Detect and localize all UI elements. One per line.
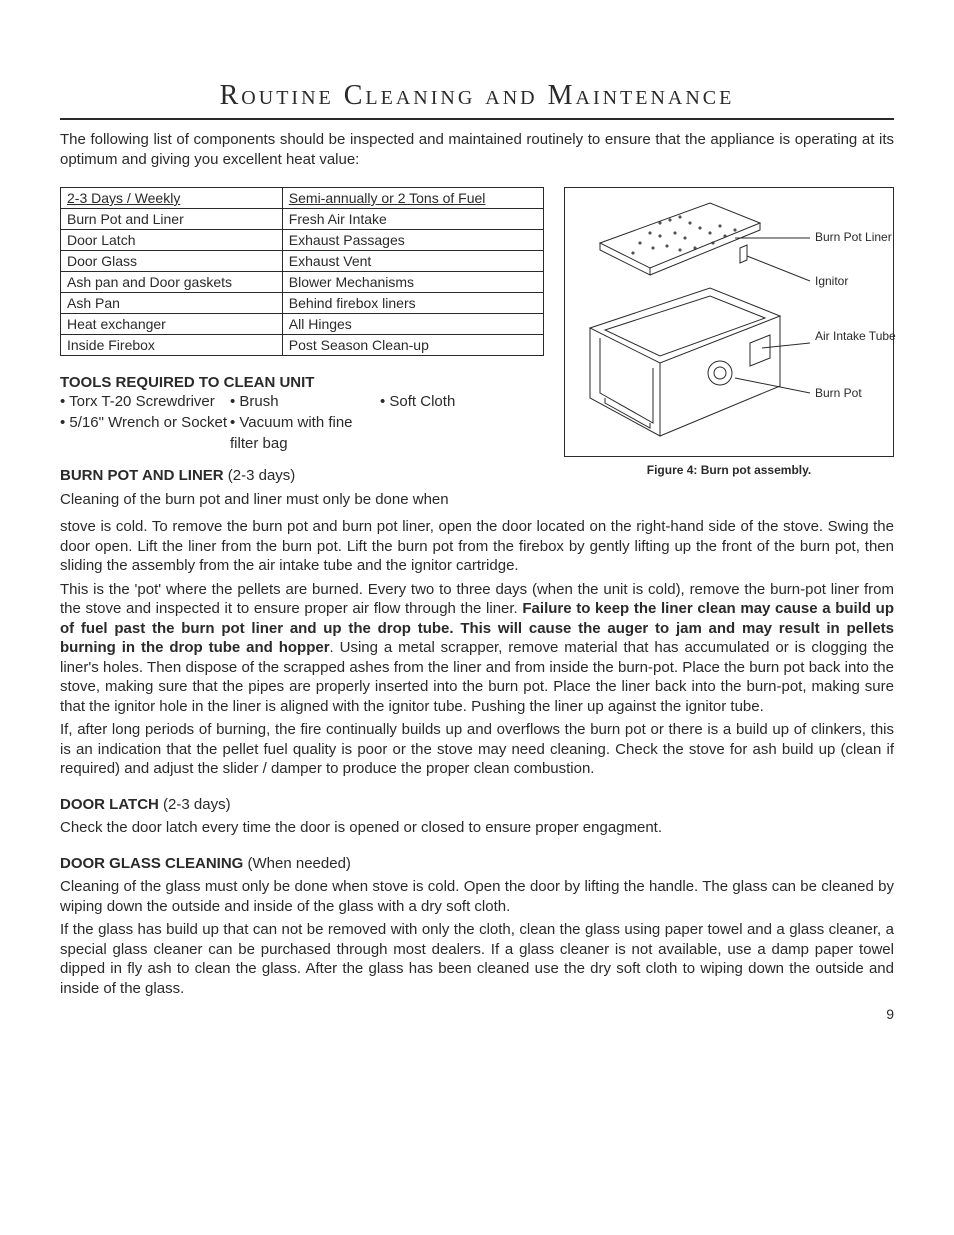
burn-pot-diagram-svg xyxy=(565,188,895,458)
table-row: Heat exchangerAll Hinges xyxy=(61,314,544,335)
left-column: 2-3 Days / Weekly Semi-annually or 2 Ton… xyxy=(60,187,544,513)
frequency-label: (2-3 days) xyxy=(224,467,296,484)
body-paragraph: stove is cold. To remove the burn pot an… xyxy=(60,517,894,576)
burn-pot-figure: Burn Pot Liner Ignitor Air Intake Tube B… xyxy=(564,187,894,457)
table-row: Door GlassExhaust Vent xyxy=(61,251,544,272)
frequency-label: (2-3 days) xyxy=(159,796,231,813)
figure-label-liner: Burn Pot Liner xyxy=(815,230,892,244)
body-continuation: stove is cold. To remove the burn pot an… xyxy=(60,517,894,998)
intro-text: The following list of components should … xyxy=(60,130,894,169)
tools-heading: TOOLS REQUIRED TO CLEAN UNIT xyxy=(60,374,544,391)
figure-column: Burn Pot Liner Ignitor Air Intake Tube B… xyxy=(564,187,894,477)
page-number: 9 xyxy=(886,1006,894,1022)
table-row: Door LatchExhaust Passages xyxy=(61,230,544,251)
figure-label-air-intake: Air Intake Tube xyxy=(815,330,896,343)
frequency-label: (When needed) xyxy=(243,855,351,872)
section-heading: DOOR LATCH xyxy=(60,796,159,813)
body-paragraph: If the glass has build up that can not b… xyxy=(60,920,894,998)
table-row: Inside FireboxPost Season Clean-up xyxy=(61,335,544,356)
figure-label-ignitor: Ignitor xyxy=(815,274,848,288)
page-title: Routine Cleaning and Maintenance xyxy=(60,80,894,120)
body-paragraph: If, after long periods of burning, the f… xyxy=(60,720,894,779)
upper-layout: 2-3 Days / Weekly Semi-annually or 2 Ton… xyxy=(60,187,894,513)
list-item: • 5/16" Wrench or Socket • Vacuum with f… xyxy=(60,412,544,454)
body-paragraph: Cleaning of the glass must only be done … xyxy=(60,877,894,916)
col-header-right: Semi-annually or 2 Tons of Fuel xyxy=(289,190,486,206)
figure-caption: Figure 4: Burn pot assembly. xyxy=(564,463,894,477)
document-page: Routine Cleaning and Maintenance The fol… xyxy=(0,0,954,1042)
body-paragraph: Check the door latch every time the door… xyxy=(60,818,894,838)
col-header-left: 2-3 Days / Weekly xyxy=(67,190,180,206)
figure-label-burn-pot: Burn Pot xyxy=(815,386,862,400)
list-item: • Torx T-20 Screwdriver • Brush • Soft C… xyxy=(60,391,544,412)
table-row: Ash pan and Door gasketsBlower Mechanism… xyxy=(61,272,544,293)
body-paragraph: Cleaning of the burn pot and liner must … xyxy=(60,490,544,510)
tools-list: • Torx T-20 Screwdriver • Brush • Soft C… xyxy=(60,391,544,454)
table-row: Ash PanBehind firebox liners xyxy=(61,293,544,314)
body-paragraph: This is the 'pot' where the pellets are … xyxy=(60,580,894,717)
table-row: Burn Pot and LinerFresh Air Intake xyxy=(61,209,544,230)
maintenance-schedule-table: 2-3 Days / Weekly Semi-annually or 2 Ton… xyxy=(60,187,544,356)
section-heading: DOOR GLASS CLEANING xyxy=(60,855,243,872)
table-row: 2-3 Days / Weekly Semi-annually or 2 Ton… xyxy=(61,188,544,209)
section-heading: BURN POT AND LINER xyxy=(60,467,224,484)
burn-pot-section-start: BURN POT AND LINER (2-3 days) Cleaning o… xyxy=(60,466,544,509)
tools-section: TOOLS REQUIRED TO CLEAN UNIT • Torx T-20… xyxy=(60,374,544,454)
